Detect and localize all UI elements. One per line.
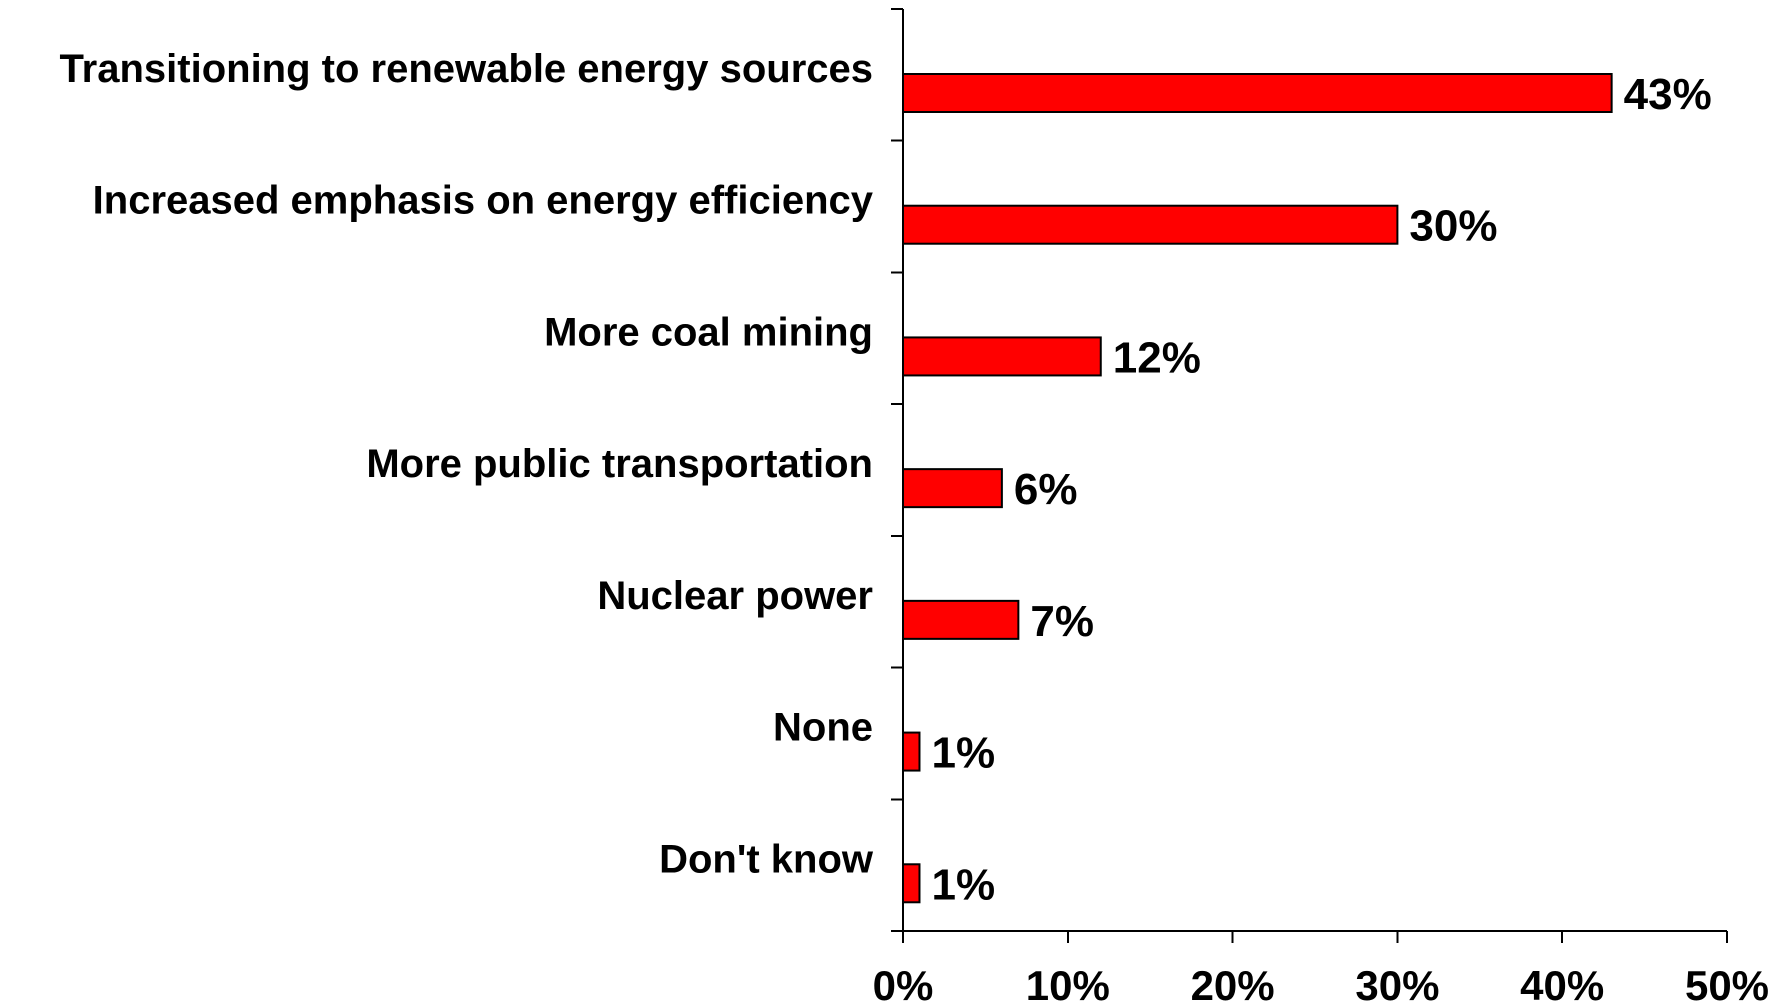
data-label: 43%: [1624, 70, 1712, 119]
axes-layer: 0% 10% 20% 30% 40% 50%: [873, 8, 1769, 1006]
bar: [902, 599, 1020, 640]
data-label: 12%: [1113, 333, 1201, 382]
category-label: Nuclear power: [597, 574, 873, 618]
category-labels-layer: Transitioning to renewable energy source…: [59, 47, 873, 881]
data-label: 7%: [1030, 597, 1094, 646]
bar: [902, 204, 1399, 245]
x-tick-label: 10%: [1026, 962, 1110, 1006]
bar: [902, 863, 921, 904]
category-label: Transitioning to renewable energy source…: [59, 47, 873, 91]
data-label: 1%: [931, 860, 995, 909]
bar: [902, 336, 1102, 377]
data-label: 1%: [931, 729, 995, 778]
x-tick-label: 40%: [1520, 962, 1604, 1006]
data-label: 30%: [1409, 202, 1497, 251]
category-label: Don't know: [659, 837, 874, 881]
bar: [902, 468, 1003, 509]
category-label: More coal mining: [544, 310, 873, 354]
category-label: More public transportation: [366, 442, 873, 486]
bars-layer: [902, 73, 1613, 904]
data-labels-layer: 43% 30% 12% 6% 7% 1% 1%: [931, 70, 1711, 909]
x-tick-label: 0%: [873, 962, 934, 1006]
category-label: Increased emphasis on energy efficiency: [93, 179, 874, 223]
x-tick-label: 20%: [1191, 962, 1275, 1006]
bar: [902, 73, 1613, 113]
bar: [902, 731, 921, 772]
data-label: 6%: [1014, 465, 1078, 514]
category-label: None: [773, 706, 873, 750]
x-tick-label: 30%: [1355, 962, 1439, 1006]
x-tick-label: 50%: [1685, 962, 1769, 1006]
